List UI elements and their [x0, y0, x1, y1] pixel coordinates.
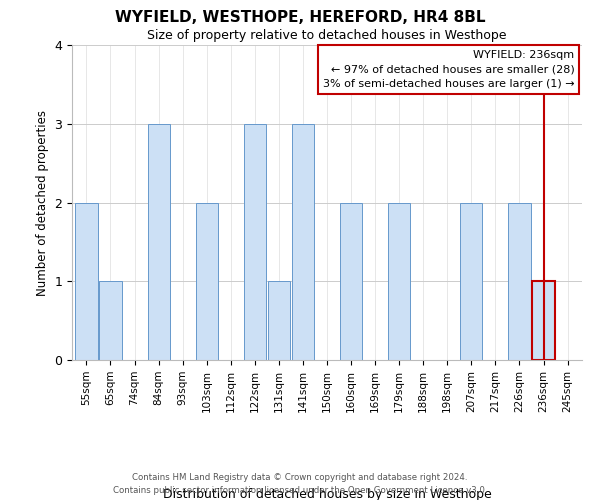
Bar [460, 202, 482, 360]
Bar [388, 202, 410, 360]
Bar [196, 202, 218, 360]
Bar [148, 124, 170, 360]
Bar [340, 202, 362, 360]
Bar [100, 281, 122, 360]
Bar [268, 281, 290, 360]
Bar [292, 124, 314, 360]
X-axis label: Distribution of detached houses by size in Westhope: Distribution of detached houses by size … [163, 488, 491, 500]
Title: Size of property relative to detached houses in Westhope: Size of property relative to detached ho… [147, 30, 507, 43]
Bar [76, 202, 98, 360]
Bar [532, 281, 554, 360]
Text: Contains HM Land Registry data © Crown copyright and database right 2024.
Contai: Contains HM Land Registry data © Crown c… [113, 474, 487, 495]
Bar [244, 124, 266, 360]
Text: WYFIELD: 236sqm
← 97% of detached houses are smaller (28)
3% of semi-detached ho: WYFIELD: 236sqm ← 97% of detached houses… [323, 50, 574, 90]
Y-axis label: Number of detached properties: Number of detached properties [36, 110, 49, 296]
Text: WYFIELD, WESTHOPE, HEREFORD, HR4 8BL: WYFIELD, WESTHOPE, HEREFORD, HR4 8BL [115, 10, 485, 25]
Bar [508, 202, 530, 360]
